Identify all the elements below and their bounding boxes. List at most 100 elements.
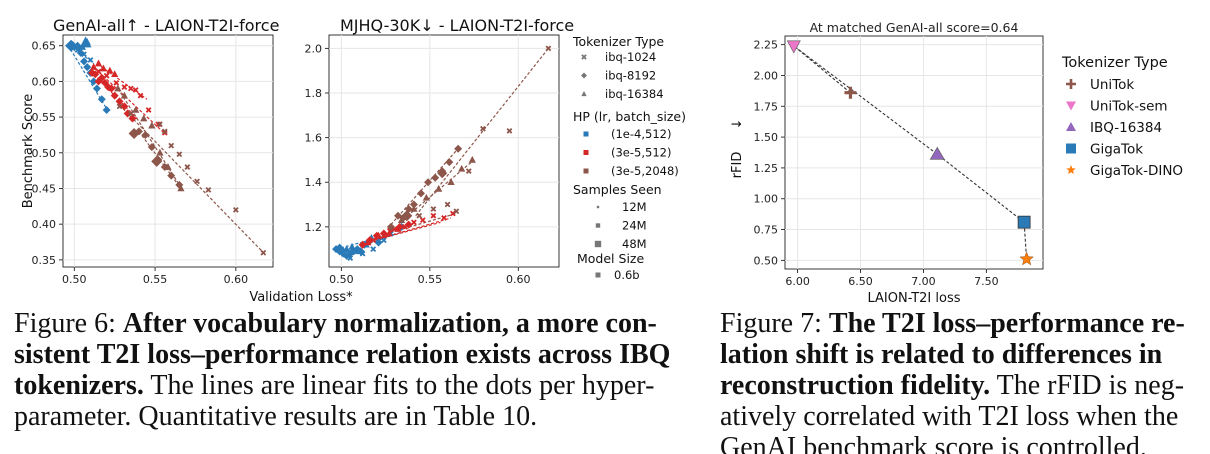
p2-point-2-0 xyxy=(386,222,395,231)
p2-point-0-9 xyxy=(343,245,351,252)
p2-point-1-7 xyxy=(364,238,372,246)
p1-point-1-12 xyxy=(90,63,98,70)
mjhq-panel: 0.50 0.55 0.60 1.2 1.4 1.6 1.8 2.0 MJHQ-30K↓ - … xyxy=(305,16,575,286)
p2-point-2-24 xyxy=(506,128,513,134)
fig6-legend: Tokenizer Type ibq-1024 ibq-8192 ibq-16384… xyxy=(572,34,686,282)
p1-point-2-1 xyxy=(120,91,128,99)
legend-samples-marker-0 xyxy=(596,205,600,209)
genai-panel: 0.50 0.55 0.60 0.35 0.40 0.45 0.50 0.55 0.60 0.65… xyxy=(21,16,279,286)
p1-point-large-3 xyxy=(151,155,163,167)
legend-hp-entries: (1e-4,512) (3e-5,512) (3e-5,2048) xyxy=(583,127,679,178)
p3-ytick-label-6: 2.00 xyxy=(754,69,779,82)
p1-point-2-9 xyxy=(141,130,150,139)
p2-point-1-8 xyxy=(374,231,383,239)
p3-ytick-label-0: 0.50 xyxy=(754,254,779,267)
p1-point-0-15 xyxy=(102,105,111,114)
p1-point-1-23 xyxy=(137,92,144,99)
legend-hp-item-0: (1e-4,512) xyxy=(611,127,671,141)
p1-fit-2-2 xyxy=(119,104,266,255)
mjhq-panel-ticks: 0.50 0.55 0.60 1.2 1.4 1.6 1.8 2.0 xyxy=(305,42,531,286)
p1-point-2-18 xyxy=(161,128,168,135)
p2-point-2-13 xyxy=(422,193,430,201)
p1-point-2-0 xyxy=(114,84,122,92)
p1-point-0-18 xyxy=(87,57,94,63)
genai-panel-ylabel: Benchmark Score xyxy=(21,94,36,209)
p2-point-0-10 xyxy=(348,242,356,250)
p2-point-2-11 xyxy=(397,216,406,223)
rfid-panel-points xyxy=(786,40,1034,266)
p3-ytick-label-2: 1.00 xyxy=(754,193,779,206)
fig7-legend-item-4: GigaTok-DINO xyxy=(1090,163,1183,179)
fig7-legend-item-0: UniTok xyxy=(1090,77,1134,93)
mjhq-panel-frame xyxy=(328,34,560,268)
p1-point-0-12 xyxy=(89,77,98,86)
legend-model-title: Model Size xyxy=(577,251,644,266)
p2-point-0-14 xyxy=(347,255,354,261)
p1-point-1-14 xyxy=(99,64,107,72)
p2-fit-2-0 xyxy=(390,146,461,226)
mjhq-panel-points xyxy=(332,45,552,261)
rfid-marker-ibq-16384 xyxy=(929,146,945,160)
p1-point-1-7 xyxy=(110,91,119,100)
p2-point-2-7 xyxy=(431,173,440,182)
p2-point-2-19 xyxy=(430,206,437,212)
rfid-marker-unitok-sem xyxy=(786,40,801,54)
rfid-marker-gigatok-dino xyxy=(1019,251,1034,266)
mjhq-panel-grid xyxy=(329,35,559,267)
p1-point-1-24 xyxy=(145,107,152,113)
fig7-legend-item-2: IBQ-16384 xyxy=(1090,120,1162,136)
p2-point-large-0 xyxy=(334,243,346,255)
p1-point-2-17 xyxy=(157,121,163,128)
p1-point-1-21 xyxy=(127,85,134,92)
legend-hp-marker-2 xyxy=(583,168,589,174)
rfid-panel-frame xyxy=(784,35,1044,270)
p2-ytick-label-0: 1.2 xyxy=(305,221,323,234)
p1-point-0-14 xyxy=(97,95,106,104)
legend-hp-marker-1 xyxy=(583,150,589,155)
legend-samples-item-1: 24M xyxy=(622,219,647,233)
p2-point-2-9 xyxy=(445,158,454,167)
legend-tokenizer-entries: ibq-1024 ibq-8192 ibq-16384 xyxy=(581,50,664,101)
p1-xtick-label-0: 0.50 xyxy=(62,273,87,286)
p2-point-2-17 xyxy=(468,155,476,163)
p2-point-2-15 xyxy=(447,178,455,186)
genai-panel-frame xyxy=(62,34,274,268)
fig7-legend-title: Tokenizer Type xyxy=(1061,55,1168,71)
p2-point-2-6 xyxy=(424,178,433,187)
fig7-caption-text-3: The rFID is neg- xyxy=(990,370,1185,401)
p1-fit-0-0 xyxy=(67,44,109,112)
p2-point-2-12 xyxy=(410,205,418,212)
legend-samples-marker-2 xyxy=(594,240,602,248)
p3-ytick-label-3: 1.25 xyxy=(754,162,779,175)
p2-point-2-10 xyxy=(454,144,463,153)
fig7-legend-marker-3 xyxy=(1066,143,1076,154)
rfid-panel-title: At matched GenAI-all score=0.64 xyxy=(810,20,1019,35)
p2-point-2-18 xyxy=(416,212,423,219)
p1-point-1-3 xyxy=(97,73,106,82)
p2-point-0-17 xyxy=(380,237,387,244)
fig7-legend-marker-0 xyxy=(1066,79,1076,89)
legend-tokenizer-title: Tokenizer Type xyxy=(572,34,664,49)
p3-xtick-label-0: 6.00 xyxy=(785,275,810,288)
p1-point-2-2 xyxy=(132,105,140,113)
p2-point-2-21 xyxy=(453,208,460,215)
p2-xtick-label-2: 0.60 xyxy=(506,273,531,286)
p1-xtick-label-1: 0.55 xyxy=(143,273,168,286)
p2-point-1-14 xyxy=(402,223,408,230)
p2-point-1-3 xyxy=(379,229,388,238)
p2-ytick-label-4: 2.0 xyxy=(305,42,323,55)
p2-ytick-label-3: 1.8 xyxy=(305,87,323,100)
p2-point-2-23 xyxy=(480,125,486,132)
fig7-caption-label: Figure 7: xyxy=(720,308,822,339)
fig6-caption-label: Figure 6: xyxy=(14,308,116,339)
fig7-caption-text-5: GenAI benchmark score is controlled. xyxy=(720,432,1147,454)
p1-point-2-22 xyxy=(194,178,200,185)
fig6-xlabel: Validation Loss* xyxy=(249,290,353,305)
p1-ytick-label-4: 0.55 xyxy=(32,111,57,124)
rfid-panel-ylabel: rFID xyxy=(730,152,745,179)
p1-point-1-8 xyxy=(115,97,124,106)
genai-panel-grid xyxy=(63,35,273,267)
p1-point-1-13 xyxy=(94,59,103,67)
p1-point-1-26 xyxy=(161,129,168,136)
